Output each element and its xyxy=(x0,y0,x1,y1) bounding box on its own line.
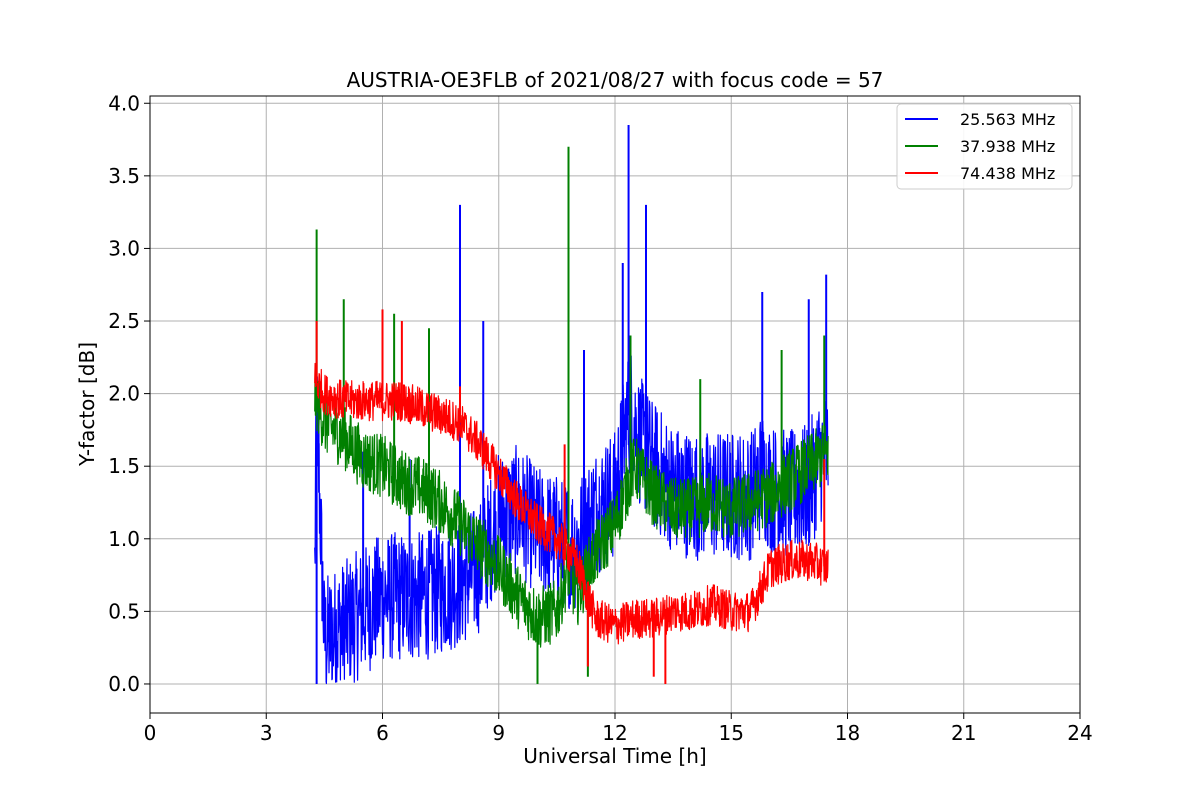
series-layer xyxy=(314,125,829,685)
chart-title: AUSTRIA-OE3FLB of 2021/08/27 with focus … xyxy=(347,68,884,92)
y-tick-label: 1.5 xyxy=(108,454,140,478)
x-axis-label: Universal Time [h] xyxy=(523,744,706,768)
y-tick-label: 0.5 xyxy=(108,599,140,623)
y-tick-label: 1.0 xyxy=(108,527,140,551)
y-tick-label: 3.0 xyxy=(108,236,140,260)
x-axis: 0 3 6 9 12 15 18 21 24 xyxy=(144,713,1093,745)
legend-label-2: 37.938 MHz xyxy=(960,137,1055,156)
legend-box xyxy=(896,103,1073,190)
x-tick-label: 21 xyxy=(951,721,976,745)
y-axis: 0.0 0.5 1.0 1.5 2.0 2.5 3.0 3.5 4.0 xyxy=(108,91,150,696)
x-tick-label: 18 xyxy=(835,721,860,745)
y-tick-label: 4.0 xyxy=(108,91,140,115)
x-tick-label: 12 xyxy=(602,721,627,745)
y-axis-label: Y-factor [dB] xyxy=(75,342,99,467)
y-tick-label: 2.5 xyxy=(108,309,140,333)
x-tick-label: 24 xyxy=(1067,721,1092,745)
y-tick-label: 2.0 xyxy=(108,382,140,406)
legend-label-3: 74.438 MHz xyxy=(960,164,1055,183)
x-tick-label: 6 xyxy=(376,721,389,745)
legend: 25.563 MHz 37.938 MHz 74.438 MHz xyxy=(896,103,1073,190)
series-line-3 xyxy=(314,362,829,645)
y-tick-label: 3.5 xyxy=(108,164,140,188)
legend-label-1: 25.563 MHz xyxy=(960,110,1055,129)
x-tick-label: 15 xyxy=(719,721,744,745)
y-tick-label: 0.0 xyxy=(108,672,140,696)
x-tick-label: 3 xyxy=(260,721,273,745)
x-tick-label: 0 xyxy=(144,721,157,745)
x-tick-label: 9 xyxy=(492,721,505,745)
